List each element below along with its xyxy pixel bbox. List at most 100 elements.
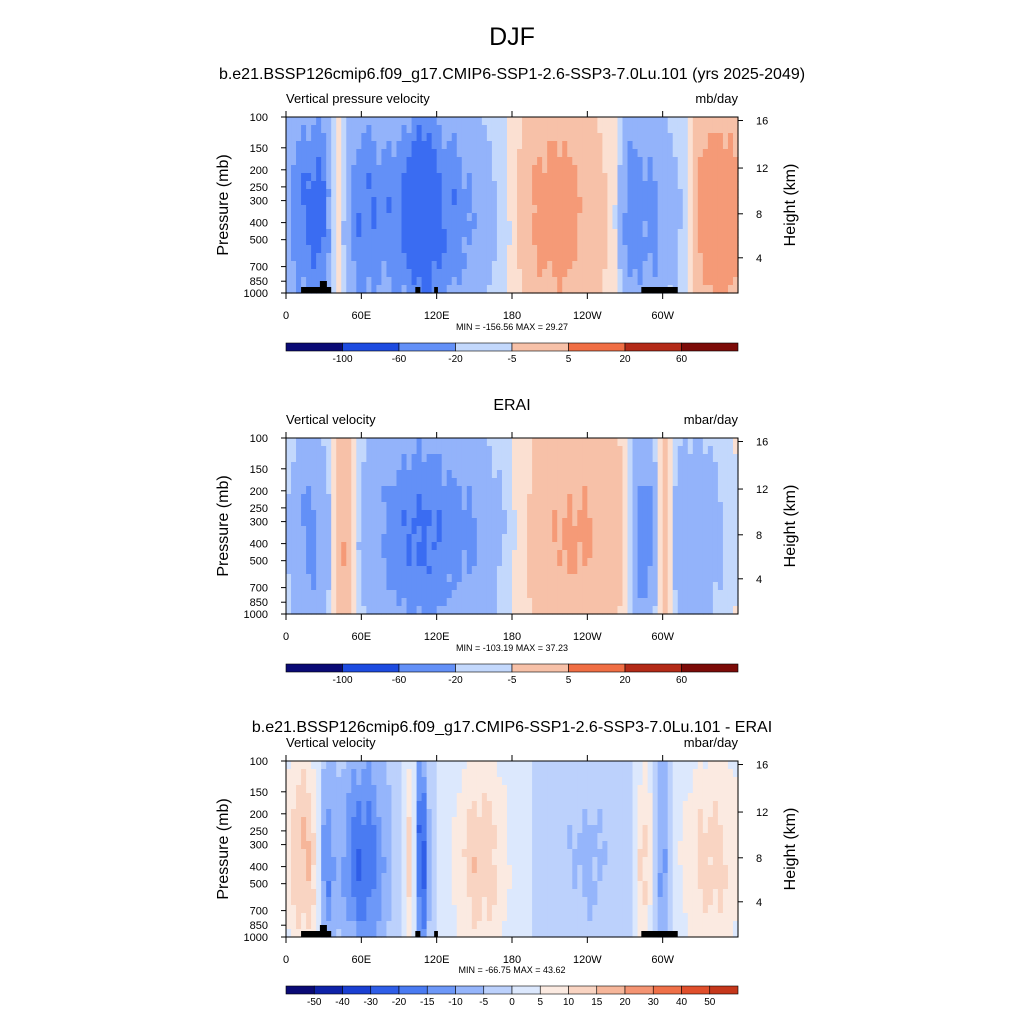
- heatmap-cell: [697, 542, 704, 551]
- heatmap-cell: [692, 157, 699, 166]
- heatmap-cell: [682, 269, 689, 278]
- heatmap-cell: [727, 285, 734, 294]
- heatmap-cell: [687, 558, 694, 567]
- heatmap-cell: [331, 213, 337, 222]
- heatmap-cell: [426, 213, 433, 222]
- heatmap-cell: [537, 582, 543, 591]
- heatmap-cell: [471, 117, 478, 126]
- heatmap-cell: [677, 253, 684, 262]
- heatmap-cell: [311, 117, 317, 126]
- heatmap-cell: [727, 566, 734, 575]
- heatmap-cell: [391, 769, 398, 778]
- heatmap-cell: [326, 141, 332, 150]
- heatmap-cell: [547, 486, 553, 495]
- heatmap-cell: [527, 446, 533, 455]
- heatmap-cell: [617, 825, 624, 834]
- heatmap-cell: [552, 494, 558, 503]
- heatmap-cell: [662, 550, 669, 559]
- heatmap-cell: [356, 253, 362, 262]
- heatmap-cell: [406, 598, 413, 607]
- heatmap-cell: [311, 793, 317, 802]
- heatmap-cell: [512, 277, 518, 286]
- heatmap-cell: [637, 801, 644, 810]
- heatmap-cell: [517, 125, 523, 134]
- heatmap-cell: [386, 470, 393, 479]
- heatmap-cell: [376, 817, 383, 826]
- heatmap-cell: [296, 582, 302, 591]
- heatmap-cell: [456, 181, 463, 190]
- heatmap-cell: [416, 809, 423, 818]
- heatmap-cell: [587, 518, 593, 527]
- heatmap-cell: [396, 761, 403, 770]
- heatmap-cell: [351, 470, 357, 479]
- heatmap-cell: [396, 285, 403, 294]
- heatmap-cell: [461, 574, 468, 583]
- heatmap-cell: [637, 165, 644, 174]
- heatmap-cell: [416, 494, 423, 503]
- heatmap-cell: [461, 237, 468, 246]
- heatmap-cell: [481, 785, 488, 794]
- heatmap-cell: [582, 817, 588, 826]
- heatmap-cell: [411, 590, 418, 599]
- heatmap-cell: [416, 438, 423, 447]
- heatmap-cell: [547, 133, 553, 142]
- heatmap-cell: [306, 793, 312, 802]
- heatmap-cell: [401, 598, 408, 607]
- heatmap-cell: [672, 761, 679, 770]
- heatmap-cell: [331, 269, 337, 278]
- heatmap-cell: [341, 470, 347, 479]
- heatmap-cell: [712, 149, 719, 158]
- heatmap-cell: [301, 125, 307, 134]
- heatmap-cell: [461, 157, 468, 166]
- heatmap-cell: [702, 133, 709, 142]
- heatmap-cell: [707, 606, 714, 615]
- heatmap-cell: [336, 173, 342, 182]
- heatmap-cell: [517, 157, 523, 166]
- heatmap-cell: [471, 141, 478, 150]
- heatmap-cell: [286, 574, 292, 583]
- heatmap-cell: [501, 809, 508, 818]
- heatmap-cell: [622, 229, 629, 238]
- heatmap-cell: [331, 197, 337, 206]
- heatmap-cell: [552, 825, 558, 834]
- heatmap-cell: [386, 761, 393, 770]
- heatmap-cell: [592, 149, 598, 158]
- heatmap-cell: [301, 833, 307, 842]
- heatmap-cell: [381, 141, 388, 150]
- heatmap-cell: [572, 582, 578, 591]
- heatmap-cell: [547, 205, 553, 214]
- heatmap-cell: [547, 285, 553, 294]
- heatmap-cell: [597, 574, 603, 583]
- heatmap-cell: [667, 510, 674, 519]
- heatmap-cell: [491, 526, 498, 535]
- heatmap-cell: [341, 542, 347, 551]
- heatmap-cell: [351, 157, 357, 166]
- heatmap-cell: [552, 125, 558, 134]
- heatmap-cell: [466, 785, 473, 794]
- heatmap-cell: [446, 197, 453, 206]
- heatmap-cell: [657, 558, 664, 567]
- heatmap-cell: [627, 478, 634, 487]
- heatmap-cell: [341, 229, 347, 238]
- heatmap-cell: [466, 438, 473, 447]
- heatmap-cell: [481, 229, 488, 238]
- heatmap-cell: [296, 526, 302, 535]
- heatmap-cell: [451, 269, 458, 278]
- heatmap-cell: [672, 518, 679, 527]
- heatmap-cell: [436, 438, 443, 447]
- heatmap-cell: [537, 221, 543, 230]
- heatmap-cell: [612, 133, 619, 142]
- heatmap-cell: [436, 801, 443, 810]
- heatmap-cell: [406, 558, 413, 567]
- heatmap-cell: [466, 181, 473, 190]
- heatmap-cell: [431, 550, 438, 559]
- heatmap-cell: [657, 606, 664, 615]
- heatmap-cell: [426, 566, 433, 575]
- heatmap-cell: [316, 117, 322, 126]
- heatmap-cell: [567, 542, 573, 551]
- heatmap-cell: [687, 825, 694, 834]
- heatmap-cell: [371, 761, 377, 770]
- heatmap-cell: [592, 189, 598, 198]
- heatmap-cell: [421, 470, 428, 479]
- y-tick-label: 850: [250, 276, 268, 288]
